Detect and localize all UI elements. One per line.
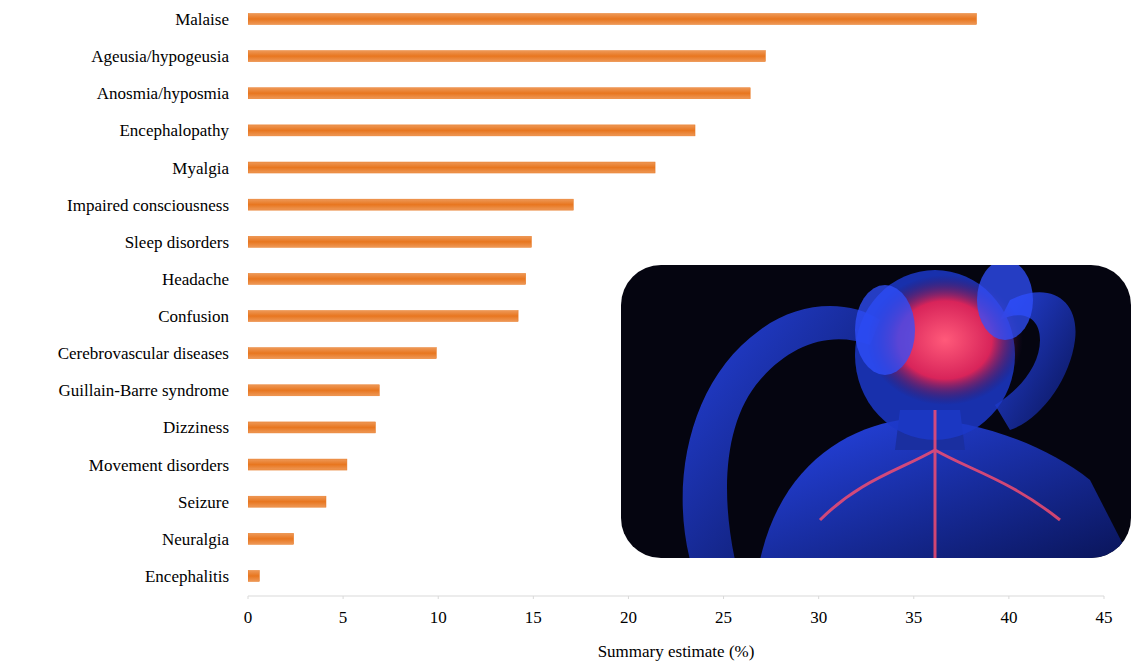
- bar: [248, 162, 655, 173]
- category-label: Impaired consciousness: [67, 196, 229, 215]
- illustration-figure: [683, 265, 1131, 558]
- x-tick: [723, 596, 724, 599]
- bar: [248, 51, 765, 62]
- x-tick: [818, 596, 819, 599]
- category-label: Confusion: [158, 307, 229, 326]
- category-label: Movement disorders: [89, 456, 229, 475]
- x-tick-label: 45: [1096, 608, 1113, 627]
- illustration: [621, 260, 1131, 560]
- category-label: Cerebrovascular diseases: [58, 344, 229, 363]
- x-tick: [248, 596, 249, 599]
- bar: [248, 459, 347, 470]
- x-tick: [533, 596, 534, 599]
- nerves: [820, 410, 1060, 558]
- bar: [248, 311, 518, 322]
- bar: [248, 422, 375, 433]
- x-tick-label: 30: [810, 608, 827, 627]
- x-tick-label: 10: [430, 608, 447, 627]
- category-label: Sleep disorders: [125, 233, 229, 252]
- bar: [248, 273, 526, 284]
- x-tick: [1008, 596, 1009, 599]
- bar: [248, 14, 977, 25]
- category-label: Headache: [162, 270, 229, 289]
- category-label: Dizziness: [163, 418, 229, 437]
- x-tick-label: 35: [905, 608, 922, 627]
- x-tick: [628, 596, 629, 599]
- x-tick-label: 40: [1000, 608, 1017, 627]
- bar: [248, 199, 573, 210]
- category-label: Encephalitis: [145, 567, 229, 586]
- x-tick-label: 5: [339, 608, 348, 627]
- x-axis-line: [248, 596, 1104, 597]
- category-label: Guillain-Barre syndrome: [59, 381, 229, 400]
- category-label: Myalgia: [172, 159, 229, 178]
- category-label: Ageusia/hypogeusia: [91, 47, 229, 66]
- category-label: Seizure: [178, 493, 229, 512]
- bar: [248, 385, 379, 396]
- category-label: Neuralgia: [162, 530, 229, 549]
- bar: [248, 125, 695, 136]
- x-tick-label: 15: [525, 608, 542, 627]
- x-tick: [1104, 596, 1105, 599]
- x-tick: [343, 596, 344, 599]
- arm: [683, 306, 880, 558]
- x-tick-label: 20: [620, 608, 637, 627]
- category-label: Encephalopathy: [119, 121, 229, 140]
- bar: [248, 570, 259, 581]
- x-tick: [913, 596, 914, 599]
- bar: [248, 236, 531, 247]
- hand: [977, 265, 1033, 340]
- x-tick-label: 25: [715, 608, 732, 627]
- x-tick: [438, 596, 439, 599]
- x-axis-title: Summary estimate (%): [598, 642, 755, 661]
- bar: [248, 348, 436, 359]
- x-tick-label: 0: [244, 608, 253, 627]
- category-label: Malaise: [175, 10, 229, 29]
- hand: [855, 285, 915, 375]
- chart: Malaise Ageusia/hypogeusia Anosmia/hyposmi…: [0, 0, 1135, 664]
- bar: [248, 496, 326, 507]
- category-label: Anosmia/hyposmia: [97, 84, 230, 103]
- bar: [248, 533, 294, 544]
- bar: [248, 88, 750, 99]
